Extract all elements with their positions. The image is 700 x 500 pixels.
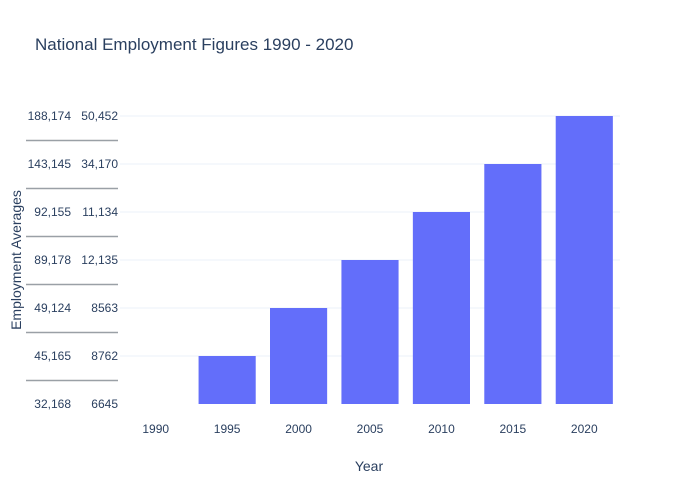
bars [198, 116, 613, 404]
x-tick-labels: 1990 1995 2000 2005 2010 2015 2020 [142, 422, 598, 436]
bar-2020 [555, 116, 613, 404]
y-tick-label: 49,124 [34, 301, 71, 315]
bar-2010 [412, 212, 470, 404]
bar-2000 [270, 308, 328, 404]
y-tick-label: 50,452 [81, 109, 118, 123]
x-tick-label: 2020 [571, 422, 598, 436]
x-axis-title: Year [355, 458, 384, 474]
bar-1995 [198, 356, 256, 404]
x-tick-label: 1995 [214, 422, 241, 436]
x-tick-label: 2010 [428, 422, 455, 436]
x-tick-label: 1990 [142, 422, 169, 436]
y-tick-label: 188,174 [28, 109, 72, 123]
x-tick-label: 2000 [285, 422, 312, 436]
y-tick-label: 6645 [91, 397, 118, 411]
y-tick-label: 34,170 [81, 157, 118, 171]
y-axis-title: Employment Averages [8, 190, 24, 330]
y-tick-label: 8563 [91, 301, 118, 315]
bar-2005 [341, 260, 399, 404]
x-tick-label: 2015 [500, 422, 527, 436]
y-tick-label: 45,165 [34, 349, 71, 363]
bar-2015 [484, 164, 542, 404]
y-tick-label: 8762 [91, 349, 118, 363]
y-tick-label: 143,145 [28, 157, 72, 171]
x-tick-label: 2005 [357, 422, 384, 436]
chart-title: National Employment Figures 1990 - 2020 [35, 35, 353, 54]
y-tick-label: 89,178 [34, 253, 71, 267]
y-tick-label: 12,135 [81, 253, 118, 267]
y-tick-labels: 32,168 6645 45,165 8762 49,124 8563 89,178 12,1… [26, 109, 118, 411]
y-tick-label: 92,155 [34, 205, 71, 219]
y-tick-label: 32,168 [34, 397, 71, 411]
y-tick-label: 11,134 [82, 205, 118, 219]
